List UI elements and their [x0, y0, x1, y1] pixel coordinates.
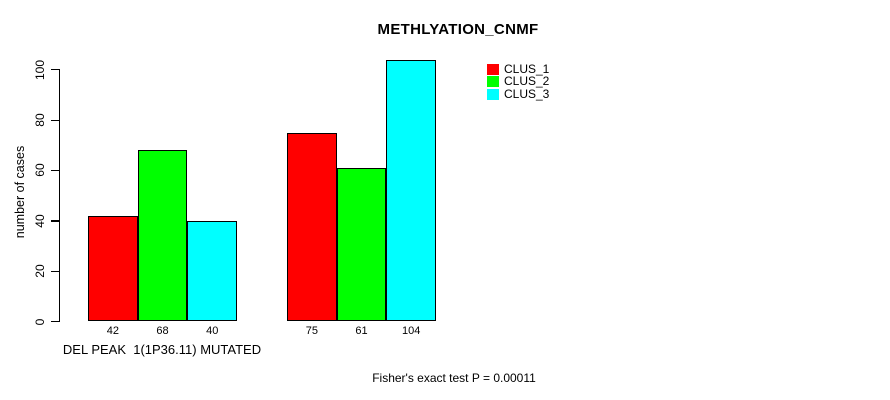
y-tick-mark — [51, 270, 59, 272]
y-tick-label: 80 — [33, 113, 47, 127]
bar-value-label: 61 — [355, 324, 368, 337]
bar-clus_1-group2 — [287, 132, 337, 322]
y-tick-mark — [51, 169, 59, 172]
bar-clus_2-group1 — [137, 150, 188, 322]
y-axis-label: number of cases — [13, 145, 27, 239]
y-tick-label: 100 — [33, 59, 47, 80]
bar-value-label: 42 — [106, 324, 119, 337]
bar-value-label: 68 — [156, 324, 169, 337]
bar-value-label: 75 — [305, 324, 318, 337]
y-tick-mark — [51, 69, 59, 71]
y-tick-label: 0 — [33, 318, 47, 325]
legend-swatch-clus_2 — [487, 76, 499, 88]
footnote-fishers-test: Fisher's exact test P = 0.00011 — [372, 371, 536, 385]
bar-clus_3-group1 — [187, 220, 238, 322]
legend-label-clus_3: CLUS_3 — [504, 86, 550, 101]
legend-label-clus_2: CLUS_2 — [504, 74, 550, 89]
legend-swatch-clus_1 — [487, 64, 499, 75]
chart-title: METHLYATION_CNMF — [377, 21, 539, 38]
y-tick-mark — [51, 320, 59, 323]
y-axis-line — [59, 69, 61, 322]
y-tick-label: 20 — [33, 264, 47, 278]
bar-clus_2-group2 — [336, 167, 387, 322]
y-tick-label: 60 — [33, 163, 47, 178]
y-tick-label: 40 — [33, 214, 47, 228]
bar-clus_1-group1 — [88, 215, 138, 322]
bar-value-label: 40 — [206, 324, 219, 337]
bar-clus_3-group2 — [386, 59, 437, 322]
legend-label-clus_1: CLUS_1 — [504, 62, 550, 76]
y-tick-mark — [51, 119, 59, 121]
y-tick-mark — [51, 220, 59, 222]
x-group-label: DEL PEAK 1(1P36.11) MUTATED — [62, 342, 262, 357]
legend-swatch-clus_3 — [487, 88, 499, 100]
bar-value-label: 104 — [402, 324, 421, 337]
